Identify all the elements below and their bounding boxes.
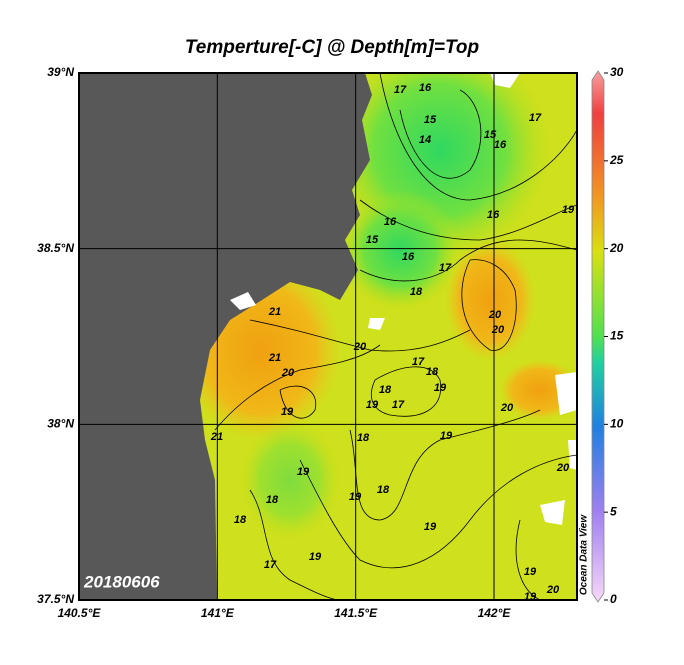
- lon-tick-label: 141°E: [201, 606, 235, 620]
- contour-label: 18: [410, 286, 423, 298]
- cool-water: [240, 420, 340, 540]
- colorbar-tick-label: 20: [609, 241, 624, 255]
- contour-label: 19: [434, 382, 447, 394]
- title: Temperture[-C] @ Depth[m]=Top: [185, 37, 479, 58]
- colorbar-tick-label: 30: [610, 65, 624, 79]
- lat-tick-label: 37.5°N: [37, 592, 74, 606]
- contour-label: 19: [562, 204, 575, 216]
- contour-label: 16: [494, 139, 507, 151]
- contour-label: 20: [546, 584, 560, 596]
- warm-water: [445, 240, 535, 360]
- lon-tick-label: 140.5°E: [58, 606, 102, 620]
- contour-label: 17: [439, 262, 452, 274]
- contour-label: 14: [419, 134, 431, 146]
- cool-water: [340, 190, 460, 310]
- land: [79, 73, 372, 600]
- contour-label: 15: [366, 234, 379, 246]
- colorbar-tick-label: 25: [609, 153, 624, 167]
- contour-label: 19: [309, 551, 322, 563]
- map-area: [79, 73, 577, 600]
- contours: [214, 73, 577, 600]
- colorbar-tick-label: 5: [610, 504, 617, 518]
- colorbar-tick-label: 10: [610, 417, 624, 431]
- contour-label: 18: [377, 484, 390, 496]
- date-stamp: 20180606: [83, 572, 160, 591]
- contour-label: 17: [264, 559, 277, 571]
- contour-label: 18: [379, 384, 392, 396]
- contour-label: 19: [297, 466, 310, 478]
- contour-label: 20: [491, 324, 505, 336]
- contour-label: 16: [419, 82, 432, 94]
- contour-label: 19: [440, 430, 453, 442]
- contour-label: 18: [357, 432, 370, 444]
- colorbar: [591, 70, 605, 603]
- contour-label: 18: [266, 494, 279, 506]
- contour-label: 17: [394, 84, 407, 96]
- contour-label: 17: [412, 356, 425, 368]
- contour-label: 16: [384, 216, 397, 228]
- contour-label: 20: [353, 341, 367, 353]
- contour-label: 21: [268, 352, 281, 364]
- lon-tick-label: 142°E: [478, 606, 512, 620]
- contour-label: 20: [500, 402, 514, 414]
- contour-label: 19: [524, 591, 537, 603]
- contour-label: 19: [524, 566, 537, 578]
- colorbar-tick-label: 15: [610, 329, 624, 343]
- contour-label: 20: [556, 462, 570, 474]
- contour-label: 19: [366, 399, 379, 411]
- contour-label: 20: [281, 367, 295, 379]
- lat-tick-label: 39°N: [47, 65, 74, 79]
- contour-label: 16: [402, 251, 415, 263]
- watermark: Ocean Data View: [579, 514, 590, 595]
- contour-label: 15: [424, 114, 437, 126]
- contour-label: 20: [488, 309, 502, 321]
- colorbar-tick-label: 0: [610, 592, 617, 606]
- lon-tick-label: 141.5°E: [334, 606, 378, 620]
- contour-label: 16: [487, 209, 500, 221]
- contour-label: 15: [484, 129, 497, 141]
- lat-tick-label: 38°N: [47, 417, 74, 431]
- contour-label: 18: [426, 366, 439, 378]
- contour-label: 18: [234, 514, 247, 526]
- contour-label: 19: [349, 491, 362, 503]
- lat-tick-label: 38.5°N: [37, 241, 74, 255]
- contour-label: 21: [210, 431, 223, 443]
- contour-label: 19: [281, 406, 294, 418]
- contour-label: 21: [268, 306, 281, 318]
- contour-label: 19: [424, 521, 437, 533]
- contour-label: 17: [392, 399, 405, 411]
- contour-label: 17: [529, 112, 542, 124]
